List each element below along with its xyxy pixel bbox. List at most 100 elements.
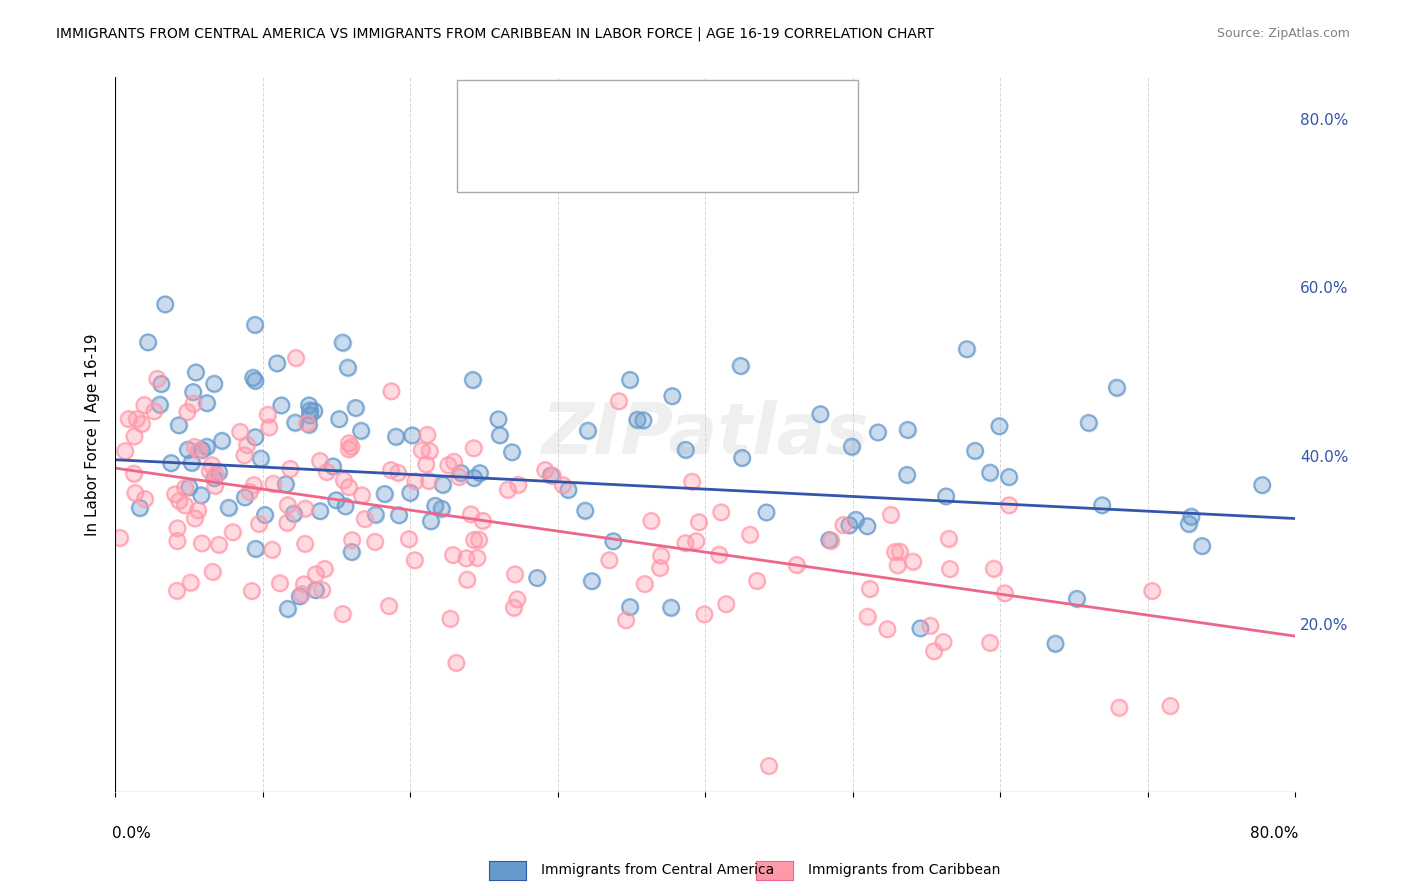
Point bbox=[1251, 478, 1274, 492]
Point bbox=[896, 467, 918, 482]
Point bbox=[633, 577, 655, 591]
Point bbox=[932, 635, 955, 649]
Point bbox=[274, 477, 297, 491]
Point bbox=[181, 384, 204, 399]
Point bbox=[124, 486, 146, 500]
Point bbox=[291, 587, 314, 601]
Point bbox=[939, 562, 962, 576]
Point bbox=[122, 467, 145, 481]
Point bbox=[388, 508, 411, 523]
Point bbox=[551, 478, 574, 492]
Point bbox=[294, 501, 316, 516]
Point bbox=[245, 430, 267, 444]
Point bbox=[108, 531, 131, 545]
Point bbox=[180, 456, 202, 470]
Point bbox=[180, 456, 202, 470]
Point bbox=[685, 534, 707, 549]
Point bbox=[443, 455, 465, 469]
Point bbox=[166, 521, 188, 535]
Point bbox=[236, 438, 259, 452]
Point bbox=[124, 486, 146, 500]
Point bbox=[675, 442, 697, 457]
Point bbox=[425, 499, 447, 513]
Point bbox=[262, 542, 284, 557]
Point bbox=[983, 561, 1005, 575]
Point bbox=[540, 468, 562, 483]
Point bbox=[242, 478, 264, 492]
Point bbox=[415, 458, 437, 472]
Point bbox=[441, 548, 464, 562]
Point bbox=[378, 599, 401, 613]
Point bbox=[856, 609, 879, 624]
Point bbox=[332, 335, 354, 350]
Point bbox=[526, 571, 548, 585]
Point bbox=[508, 477, 530, 491]
Point bbox=[153, 297, 176, 311]
Point bbox=[179, 480, 201, 494]
Point bbox=[411, 443, 433, 458]
Point bbox=[344, 401, 367, 415]
Point bbox=[501, 445, 523, 459]
Point bbox=[198, 464, 221, 478]
Point bbox=[184, 366, 207, 380]
Point bbox=[841, 440, 863, 454]
Point bbox=[920, 618, 942, 632]
Point bbox=[404, 553, 426, 567]
Point bbox=[675, 536, 697, 550]
Point bbox=[302, 404, 325, 418]
Point bbox=[239, 485, 262, 500]
Point bbox=[295, 417, 318, 431]
Point bbox=[983, 561, 1005, 575]
Point bbox=[143, 404, 166, 418]
Point bbox=[886, 558, 908, 573]
Text: 0.0%: 0.0% bbox=[112, 826, 152, 841]
Point bbox=[411, 443, 433, 458]
Point bbox=[284, 416, 307, 430]
Point bbox=[134, 491, 156, 506]
Point bbox=[502, 600, 524, 615]
Point bbox=[401, 428, 423, 442]
Point bbox=[468, 533, 491, 547]
Point bbox=[1142, 584, 1164, 599]
Point bbox=[350, 488, 373, 502]
Point bbox=[183, 396, 205, 410]
Point bbox=[419, 514, 441, 528]
Point bbox=[745, 574, 768, 588]
Point bbox=[253, 508, 276, 522]
Point bbox=[245, 541, 267, 556]
Point bbox=[1178, 516, 1201, 531]
Point bbox=[884, 545, 907, 559]
Point bbox=[731, 450, 754, 465]
Point bbox=[576, 424, 599, 438]
Point bbox=[619, 600, 641, 615]
Point bbox=[298, 403, 321, 417]
Point bbox=[602, 534, 624, 549]
Point bbox=[387, 466, 409, 480]
Point bbox=[183, 511, 205, 525]
Point bbox=[1105, 380, 1128, 394]
Point bbox=[640, 514, 662, 528]
Point bbox=[298, 409, 321, 423]
Text: Source: ZipAtlas.com: Source: ZipAtlas.com bbox=[1216, 27, 1350, 40]
Point bbox=[1077, 416, 1099, 430]
Point bbox=[450, 466, 472, 480]
Point bbox=[294, 501, 316, 516]
Point bbox=[922, 644, 945, 658]
Point bbox=[256, 408, 278, 422]
Point bbox=[456, 551, 478, 566]
Point bbox=[935, 490, 957, 504]
Point bbox=[503, 567, 526, 582]
Point bbox=[574, 503, 596, 517]
Point bbox=[153, 297, 176, 311]
Point bbox=[709, 548, 731, 562]
Point bbox=[305, 567, 328, 582]
Point bbox=[149, 398, 172, 412]
Point bbox=[551, 478, 574, 492]
Point bbox=[398, 532, 420, 546]
Text: R = -0.569   N = 145: R = -0.569 N = 145 bbox=[502, 149, 662, 164]
Point bbox=[659, 600, 682, 615]
Point bbox=[302, 404, 325, 418]
Point bbox=[195, 440, 218, 454]
Point bbox=[648, 561, 671, 575]
Point bbox=[340, 545, 363, 559]
